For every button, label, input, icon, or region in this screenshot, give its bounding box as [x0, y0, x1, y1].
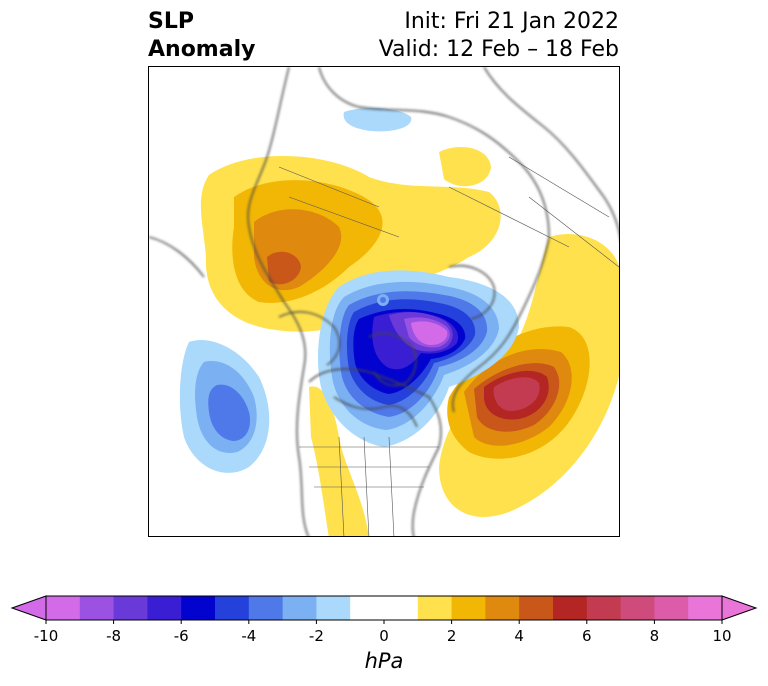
colorbar-bin [282, 596, 317, 620]
negative-anomaly-spot-inner [380, 297, 386, 303]
colorbar-graphic [10, 595, 758, 624]
colorbar-bin [147, 596, 182, 620]
colorbar-tick-label: 2 [446, 627, 457, 645]
colorbar-tick-label: 10 [712, 627, 732, 645]
colorbar-tick-label: -4 [241, 627, 257, 645]
colorbar-bin [79, 596, 115, 620]
colorbar-bin [485, 596, 520, 620]
colorbar-bin [181, 596, 216, 620]
colorbar-tick-label: -8 [106, 627, 122, 645]
colorbar-bin [519, 596, 554, 620]
colorbar-bin [350, 596, 385, 620]
colorbar-bin [417, 596, 453, 620]
coastline-layer [149, 67, 619, 536]
init-date: Init: Fri 21 Jan 2022 [404, 9, 619, 34]
slp-anomaly-map [148, 66, 620, 537]
colorbar-bin [451, 596, 486, 620]
colorbar-tick-label: -2 [308, 627, 324, 645]
map-title: SLP Anomaly [148, 8, 255, 64]
colorbar-tick-label: -10 [33, 627, 59, 645]
colorbar [10, 590, 758, 626]
anomaly-fill-layer [179, 107, 619, 536]
positive-anomaly-us [309, 386, 369, 536]
colorbar-bin [384, 596, 419, 620]
colorbar-unit: hPa [364, 649, 404, 673]
colorbar-tick-label: 4 [514, 627, 524, 645]
colorbar-min-extend [10, 595, 47, 621]
colorbar-bin [113, 596, 148, 620]
colorbar-bin [654, 596, 689, 620]
colorbar-bin [46, 596, 81, 620]
colorbar-tick-label: 6 [582, 627, 592, 645]
negative-anomaly-north [343, 107, 412, 132]
title-line-1: SLP [148, 9, 194, 34]
negative-anomaly-pacific-3 [208, 384, 251, 441]
colorbar-bin [316, 596, 351, 620]
colorbar-bin [248, 596, 284, 620]
colorbar-tick-label: 0 [379, 627, 389, 645]
border-layer [278, 156, 619, 536]
colorbar-bin [688, 596, 723, 620]
colorbar-bin [620, 596, 655, 620]
positive-anomaly-west-4 [267, 251, 301, 285]
valid-range: Valid: 12 Feb – 18 Feb [378, 37, 619, 62]
colorbar-tick-label: 8 [649, 627, 660, 645]
title-line-2: Anomaly [148, 37, 256, 62]
forecast-info: Init: Fri 21 Jan 2022 Valid: 12 Feb – 18… [379, 8, 619, 64]
map-canvas [149, 67, 619, 536]
colorbar-bin [215, 596, 250, 620]
positive-anomaly-east-core [493, 377, 540, 411]
positive-anomaly-north [439, 147, 491, 187]
colorbar-bin [586, 596, 622, 620]
negative-anomaly-core [411, 321, 448, 345]
colorbar-bin [553, 596, 588, 620]
colorbar-max-extend [721, 595, 758, 621]
colorbar-tick-label: -6 [173, 627, 189, 645]
